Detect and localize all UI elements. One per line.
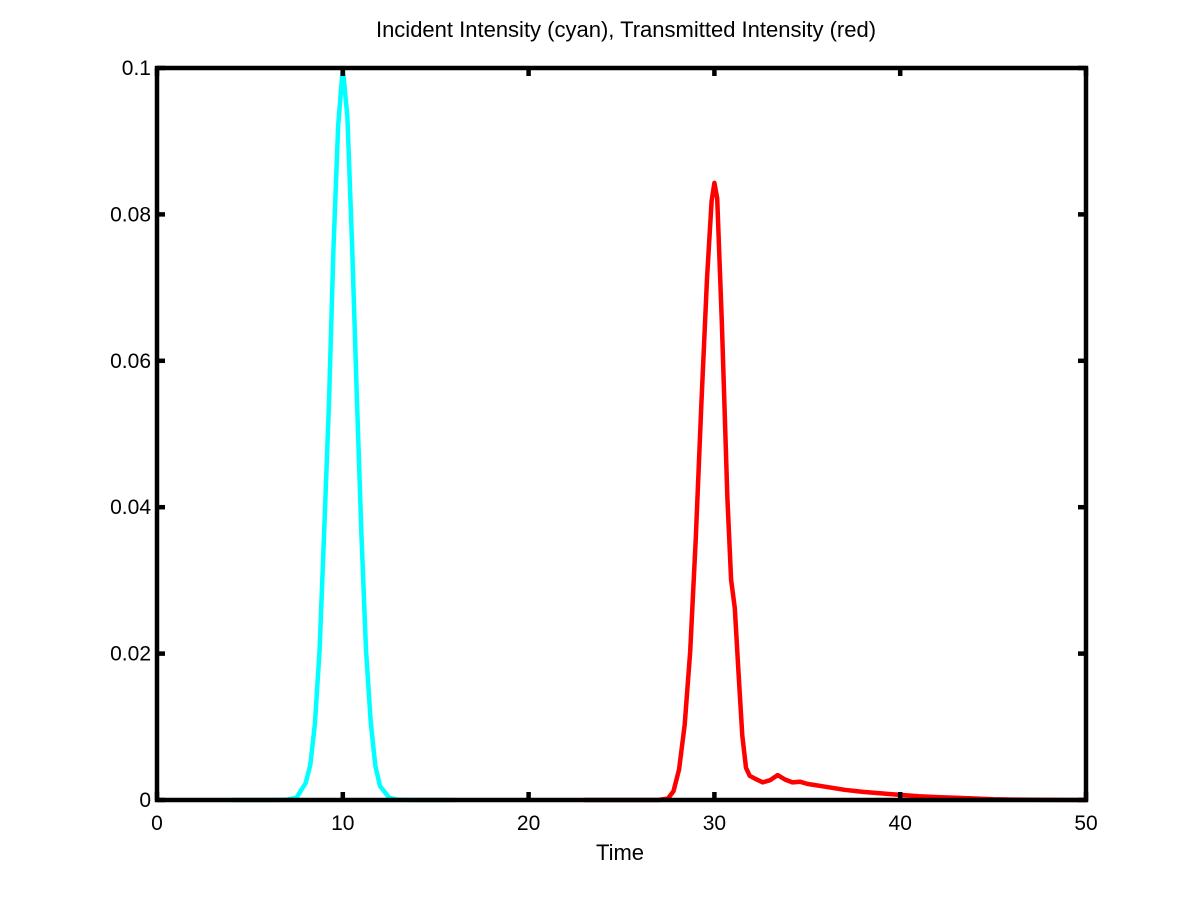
series-line-2 xyxy=(582,180,1089,803)
x-tick-label: 20 xyxy=(517,812,540,835)
chart-title: Incident Intensity (cyan), Transmitted I… xyxy=(376,17,876,42)
x-tick-label: 50 xyxy=(1074,812,1097,835)
axes-box xyxy=(154,65,1089,803)
y-tick-label: 0.1 xyxy=(122,57,151,80)
y-tick-label: 0.04 xyxy=(110,496,151,519)
x-tick-label: 10 xyxy=(331,812,354,835)
y-tick-label: 0.06 xyxy=(110,350,151,373)
tick-label-layer: 0 10 20 30 40 50 0 0.02 0.04 0.06 0.08 0.1 xyxy=(110,57,1098,835)
y-tick-label: 0 xyxy=(139,789,151,812)
x-axis-label: Time xyxy=(596,840,644,865)
x-tick-label: 0 xyxy=(151,812,163,835)
y-tick-label: 0.08 xyxy=(110,203,151,226)
x-tick-label: 40 xyxy=(889,812,912,835)
y-tick-label: 0.02 xyxy=(110,643,151,666)
x-tick-label: 30 xyxy=(703,812,726,835)
